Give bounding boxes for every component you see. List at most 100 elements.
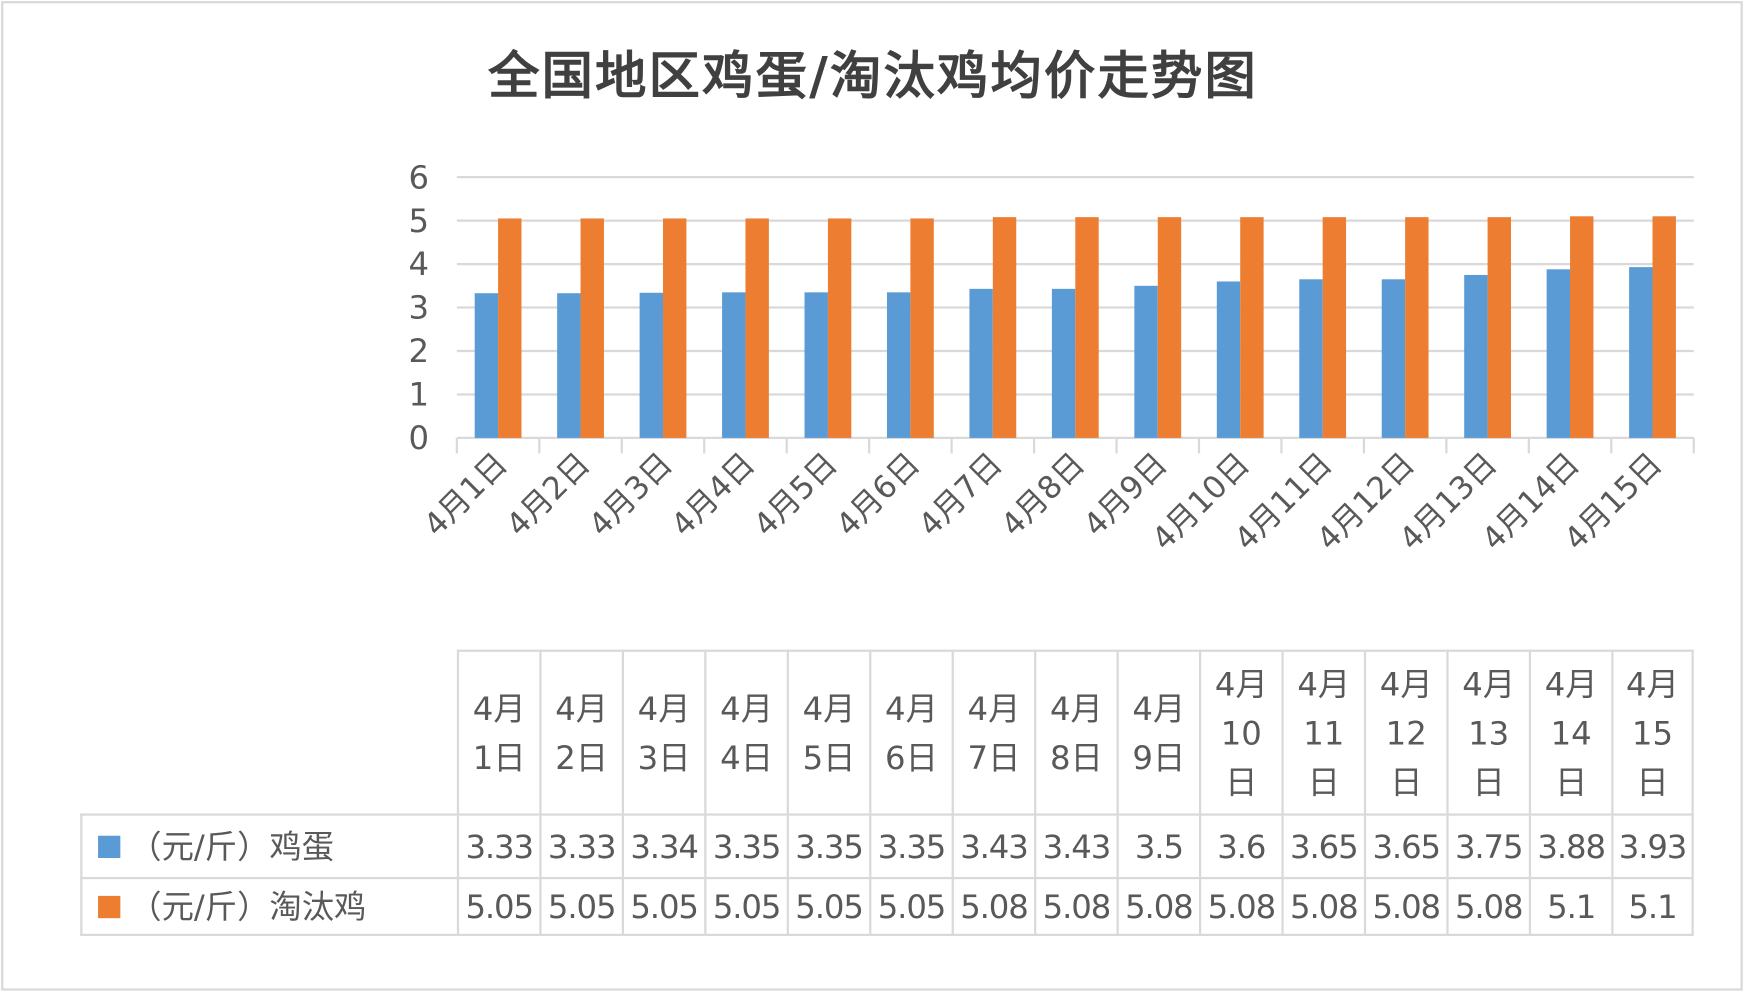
table-value-cell: 3.43 (1034, 813, 1117, 877)
table-value-cell: 3.33 (456, 813, 540, 877)
chart-title: 全国地区鸡蛋/淘汰鸡均价走势图 (488, 45, 1258, 106)
table-value-cell: 5.1 (1528, 876, 1612, 937)
bar-egg (722, 292, 746, 438)
table-value-cell: 5.08 (1198, 876, 1282, 937)
table-value-cell: 3.34 (621, 813, 705, 877)
table-value-cell: 5.08 (1363, 876, 1447, 937)
table-header-cell: 4月 14 日 (1528, 649, 1612, 814)
legend-cell: （元/斤）淘汰鸡 (80, 876, 457, 937)
table-header-cell: 4月 15 日 (1611, 649, 1694, 814)
bar-culled-hen (1075, 217, 1099, 438)
table-value-cell: 5.08 (1281, 876, 1364, 937)
bar-culled-hen (745, 218, 769, 438)
table-header-cell: 4月 6日 (869, 649, 952, 814)
bar-culled-hen (1240, 217, 1264, 438)
bar-egg (1464, 274, 1488, 438)
x-tick-label: 4月2日 (500, 446, 598, 544)
bar-egg (1381, 279, 1406, 438)
x-tick-label: 4月8日 (994, 446, 1092, 544)
table-header-label: 4月 11 日 (1297, 664, 1351, 801)
table-header-cell: 4月 13 日 (1446, 649, 1529, 814)
bar-egg (557, 293, 581, 438)
table-value-cell: 5.05 (704, 876, 787, 937)
bar-egg (886, 292, 911, 438)
bar-egg (1134, 285, 1158, 438)
bar-egg (1629, 267, 1653, 438)
bar-culled-hen (1652, 216, 1676, 438)
y-tick-label: 3 (408, 289, 429, 327)
x-tick-label: 4月6日 (830, 446, 928, 544)
bar-egg (804, 292, 828, 438)
y-tick-label: 4 (408, 245, 429, 283)
bar-culled-hen (1322, 217, 1347, 438)
table-value-cell: 5.08 (1034, 876, 1117, 937)
table-value-cell: 3.65 (1281, 813, 1364, 877)
bar-culled-hen (1157, 217, 1182, 438)
legend-label: （元/斤）鸡蛋 (129, 827, 335, 866)
y-tick-label: 5 (408, 202, 429, 240)
bar-culled-hen (580, 218, 604, 438)
bar-culled-hen (1570, 216, 1594, 438)
table-value-cell: 5.08 (951, 876, 1035, 937)
table-header-label: 4月 13 日 (1462, 664, 1516, 801)
table-header-label: 4月 9日 (1132, 689, 1186, 777)
bar-egg (969, 288, 993, 438)
table-header-cell: 4月 5日 (786, 649, 870, 814)
bar-egg (1216, 281, 1241, 438)
bar-culled-hen (827, 218, 852, 438)
table-header-label: 4月 1日 (472, 689, 526, 777)
table-header-cell: 4月 11 日 (1281, 649, 1364, 814)
x-tick-label: 4月3日 (582, 446, 680, 544)
table-header-label: 4月 5日 (802, 689, 856, 777)
table-header-label: 4月 14 日 (1544, 664, 1598, 801)
table-value-cell: 5.05 (456, 876, 540, 937)
y-tick-label: 6 (408, 158, 429, 196)
bar-culled-hen (992, 217, 1017, 438)
table-header-label: 4月 3日 (637, 689, 691, 777)
table-value-cell: 3.5 (1116, 813, 1199, 877)
legend-cell: （元/斤）鸡蛋 (80, 813, 457, 877)
table-header-label: 4月 8日 (1049, 689, 1103, 777)
table-header-label: 4月 10 日 (1214, 664, 1268, 801)
table-header-cell: 4月 9日 (1116, 649, 1199, 814)
bar-culled-hen (663, 218, 687, 438)
table-value-cell: 5.05 (786, 876, 870, 937)
table-header-label: 4月 12 日 (1379, 664, 1433, 801)
x-tick-label: 4月1日 (417, 446, 515, 544)
x-tick-label: 4月7日 (912, 446, 1010, 544)
table-value-cell: 5.05 (539, 876, 622, 937)
x-tick-label: 4月5日 (747, 446, 845, 544)
table-value-cell: 3.6 (1198, 813, 1282, 877)
table-header-cell: 4月 7日 (951, 649, 1035, 814)
table-header-label: 4月 4日 (720, 689, 774, 777)
y-tick-label: 1 (408, 376, 429, 414)
bar-egg (1051, 288, 1076, 438)
bar-egg (474, 293, 499, 438)
table-value-cell: 3.35 (786, 813, 870, 877)
bar-culled-hen (1405, 217, 1429, 438)
legend-key-icon (98, 895, 121, 918)
table-header-cell: 4月 1日 (456, 649, 540, 814)
table-value-cell: 3.75 (1446, 813, 1529, 877)
table-header-cell: 4月 2日 (539, 649, 622, 814)
x-tick-label: 4月4日 (665, 446, 763, 544)
bar-egg (639, 292, 664, 438)
table-value-cell: 5.08 (1116, 876, 1199, 937)
bar-egg (1546, 269, 1571, 438)
bar-culled-hen (910, 218, 934, 438)
bar-culled-hen (498, 218, 522, 438)
table-value-cell: 5.05 (621, 876, 705, 937)
table-header-cell: 4月 12 日 (1363, 649, 1447, 814)
y-tick-label: 2 (408, 332, 429, 370)
table-header-cell: 4月 10 日 (1198, 649, 1282, 814)
table-value-cell: 3.65 (1363, 813, 1447, 877)
bar-culled-hen (1487, 217, 1511, 438)
table-value-cell: 5.05 (869, 876, 952, 937)
table-header-label: 4月 15 日 (1626, 664, 1679, 801)
legend-key-icon (98, 835, 121, 858)
table-header-cell: 4月 4日 (704, 649, 787, 814)
table-value-cell: 3.33 (539, 813, 622, 877)
legend-label: （元/斤）淘汰鸡 (129, 887, 367, 926)
